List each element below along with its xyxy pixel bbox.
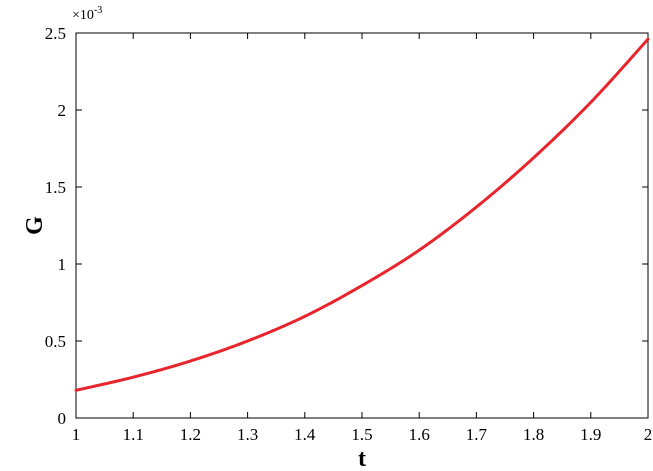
y-axis-label: G	[22, 216, 48, 235]
y-tick-label: 0.5	[45, 332, 66, 351]
x-tick-label: 2	[644, 425, 653, 444]
x-tick-label: 1.7	[466, 425, 488, 444]
y-axis-scale-factor: ×10-3	[72, 5, 102, 23]
x-tick-label: 1	[72, 425, 81, 444]
x-tick-label: 1.8	[523, 425, 544, 444]
y-tick-label: 1.5	[45, 178, 66, 197]
y-tick-label: 1	[58, 255, 67, 274]
y-axis-scale-exponent: -3	[94, 5, 102, 16]
x-tick-label: 1.9	[580, 425, 601, 444]
y-tick-label: 2	[58, 101, 67, 120]
y-axis-ticks: 0 0.5 1 1.5 2 2.5	[45, 24, 648, 428]
y-tick-label: 2.5	[45, 24, 66, 43]
plot-frame	[75, 32, 649, 419]
series-line	[74, 37, 650, 392]
x-tick-label: 1.1	[123, 425, 144, 444]
x-tick-label: 1.6	[409, 425, 430, 444]
series-layer	[74, 37, 650, 392]
x-axis-label: t	[358, 446, 366, 471]
x-tick-label: 1.3	[237, 425, 258, 444]
plot-area	[75, 32, 649, 419]
x-tick-label: 1.4	[294, 425, 316, 444]
y-axis-scale-base: ×10	[72, 8, 94, 23]
x-tick-label: 1.2	[180, 425, 201, 444]
y-tick-label: 0	[58, 409, 67, 428]
x-tick-label: 1.5	[351, 425, 372, 444]
x-axis-ticks: 1 1.1 1.2 1.3 1.4 1.5 1.6 1.7 1.8 1.9 2	[72, 33, 653, 444]
